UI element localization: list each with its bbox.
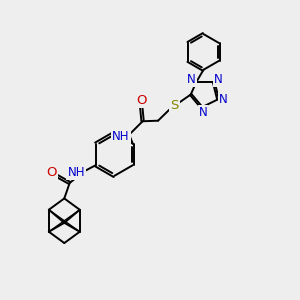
Text: N: N (219, 93, 228, 106)
Text: NH: NH (68, 166, 85, 179)
Text: NH: NH (112, 130, 130, 142)
Text: N: N (188, 74, 196, 86)
Text: O: O (46, 166, 57, 179)
Text: S: S (170, 99, 178, 112)
Text: N: N (214, 74, 223, 86)
Text: O: O (136, 94, 146, 107)
Text: N: N (199, 106, 207, 118)
